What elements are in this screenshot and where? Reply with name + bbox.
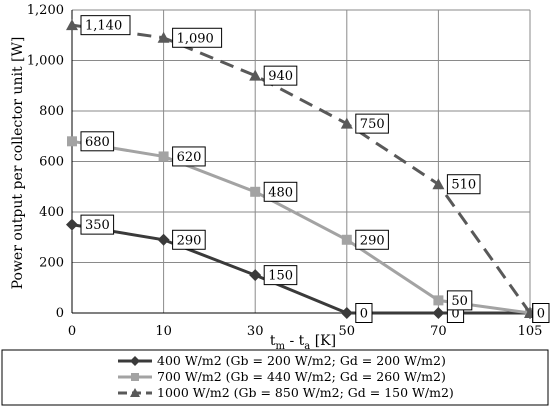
y-tick-label: 1,000 bbox=[27, 54, 64, 69]
legend-marker bbox=[130, 356, 140, 366]
y-tick-label: 1,200 bbox=[27, 3, 64, 18]
data-label: 1,140 bbox=[85, 19, 122, 34]
x-axis-title-sub2: a bbox=[304, 341, 310, 352]
data-label: 1,090 bbox=[177, 31, 214, 46]
legend-marker bbox=[131, 373, 139, 381]
series-point bbox=[340, 307, 353, 319]
series-point bbox=[250, 186, 261, 197]
data-label: 480 bbox=[268, 185, 293, 200]
data-label-box bbox=[355, 113, 389, 134]
series-point bbox=[249, 269, 262, 282]
data-label-box bbox=[355, 303, 373, 323]
series-point bbox=[158, 151, 169, 162]
grid bbox=[71, 9, 531, 314]
data-label: 620 bbox=[177, 150, 202, 165]
data-label: 290 bbox=[360, 233, 385, 248]
data-label-box bbox=[80, 131, 115, 152]
data-label-box bbox=[172, 146, 206, 167]
series-point bbox=[432, 178, 445, 190]
data-label-box bbox=[172, 229, 206, 250]
data-label-box bbox=[446, 290, 473, 311]
x-tick-label: 105 bbox=[518, 324, 543, 339]
data-label: 0 bbox=[451, 307, 459, 322]
x-axis-title: tm - ta [K] bbox=[270, 333, 336, 352]
legend-label: 700 W/m2 (Gb = 440 W/m2; Gd = 260 W/m2) bbox=[157, 369, 446, 384]
data-label: 290 bbox=[177, 233, 202, 248]
legend-marker bbox=[130, 388, 140, 397]
legend-box bbox=[1, 349, 549, 406]
x-tick-label: 70 bbox=[430, 324, 447, 339]
data-label-box bbox=[172, 27, 223, 48]
data-label-box bbox=[446, 174, 481, 195]
axes: 0 200 400 600 800 1,000 1,200 0 10 30 50 70 105 bbox=[27, 3, 543, 339]
y-axis-title: Power output per collector unit [W] bbox=[10, 37, 26, 290]
y-tick-label: 800 bbox=[39, 104, 64, 119]
series-point bbox=[432, 307, 445, 319]
series-point bbox=[340, 117, 353, 129]
x-tick-label: 0 bbox=[68, 324, 76, 339]
y-tick-label: 0 bbox=[56, 306, 64, 321]
x-tick-label: 30 bbox=[247, 324, 264, 339]
legend-label: 1000 W/m2 (Gb = 850 W/m2; Gd = 150 W/m2) bbox=[157, 385, 454, 400]
series-line bbox=[71, 139, 531, 315]
series-line bbox=[71, 23, 532, 314]
data-label: 350 bbox=[85, 218, 110, 233]
legend-label: 400 W/m2 (Gb = 200 W/m2; Gd = 200 W/m2) bbox=[157, 353, 446, 368]
series-point bbox=[341, 234, 352, 245]
data-label: 940 bbox=[268, 69, 293, 84]
series-point bbox=[157, 233, 170, 246]
data-label-box bbox=[263, 65, 298, 86]
series-point bbox=[67, 136, 77, 147]
data-label: 50 bbox=[451, 294, 468, 309]
data-label: 0 bbox=[537, 307, 545, 322]
x-axis-title-sub1: m bbox=[276, 341, 286, 352]
y-tick-label: 200 bbox=[39, 256, 64, 271]
data-label: 510 bbox=[451, 178, 476, 193]
series-point bbox=[66, 19, 78, 31]
data-label-box bbox=[355, 229, 389, 250]
x-tick-label: 50 bbox=[339, 324, 356, 339]
x-tick-label: 10 bbox=[155, 324, 172, 339]
x-axis-title-unit: [K] bbox=[310, 333, 336, 349]
data-label-box bbox=[80, 15, 131, 36]
series-point bbox=[433, 295, 444, 306]
data-label-box bbox=[80, 214, 115, 235]
data-label: 0 bbox=[360, 307, 368, 322]
series-point bbox=[157, 31, 170, 43]
legend: 400 W/m2 (Gb = 200 W/m2; Gd = 200 W/m2)7… bbox=[1, 349, 549, 406]
data-label-box bbox=[532, 303, 550, 323]
series-group bbox=[66, 19, 536, 319]
y-tick-label: 400 bbox=[39, 205, 64, 220]
data-label: 150 bbox=[268, 269, 293, 284]
data-label: 680 bbox=[85, 135, 110, 150]
x-axis-title-mid: - t bbox=[285, 333, 305, 349]
data-label: 750 bbox=[360, 117, 385, 132]
data-labels: 3502901500006806204802905001,1401,090940… bbox=[80, 15, 550, 323]
series-point bbox=[66, 218, 78, 231]
data-label-box bbox=[263, 265, 298, 286]
data-label-box bbox=[263, 181, 298, 202]
y-tick-label: 600 bbox=[39, 155, 64, 170]
series-point bbox=[249, 69, 262, 81]
x-axis-title-main: t bbox=[270, 333, 276, 349]
